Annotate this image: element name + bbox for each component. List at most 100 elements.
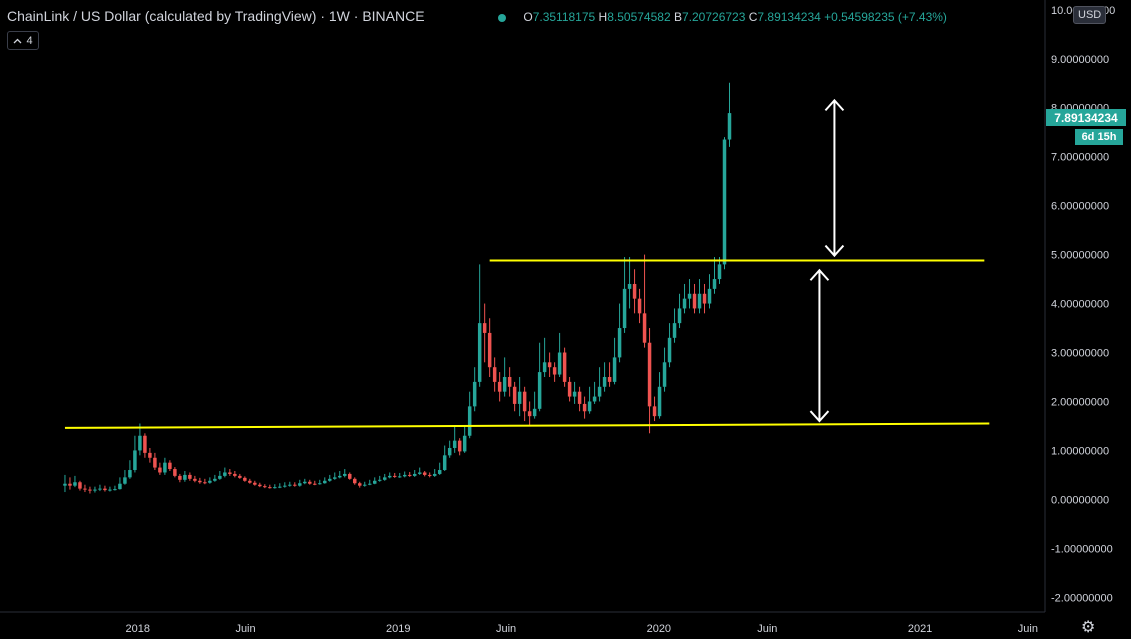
open-value: 7.35118175 [532, 10, 596, 24]
candle-body [517, 391, 522, 404]
close-label: C [748, 10, 758, 24]
candle-body [692, 293, 697, 309]
x-tick-label: 2020 [647, 623, 671, 635]
candle-body [158, 467, 162, 473]
candle-body [647, 342, 652, 407]
plot-area[interactable] [63, 82, 990, 494]
y-tick-label: 7.00000000 [1051, 152, 1109, 164]
candle-body [667, 337, 672, 363]
candle-body [467, 406, 472, 436]
candle-body [547, 362, 552, 368]
candle-body [637, 298, 642, 314]
candle-body [253, 482, 257, 485]
low-label: B [673, 10, 682, 24]
candle-body [268, 487, 272, 489]
candle-body [138, 435, 142, 451]
candle-body [492, 367, 497, 382]
low-value: 7.20726723 [681, 10, 746, 24]
candle-body [672, 323, 677, 338]
candle-body [93, 489, 97, 491]
time-axis[interactable]: 2018 Juin 2019 Juin 2020 Juin 2021 Juin [126, 623, 1038, 635]
candle-body [522, 391, 527, 412]
x-tick-label: Juin [757, 623, 777, 635]
candle-body [607, 376, 612, 382]
candle-body [657, 386, 662, 417]
candle-body [542, 362, 547, 373]
candle-body [358, 483, 362, 486]
candle-countdown-label: 6d 15h [1075, 129, 1123, 145]
candle-body [288, 484, 292, 486]
candle-body [193, 478, 197, 481]
last-price-label: 7.89134234 [1046, 109, 1126, 126]
gear-icon[interactable]: ⚙ [1081, 619, 1096, 636]
y-tick-label: 3.00000000 [1051, 348, 1109, 360]
candle-body [512, 386, 517, 404]
candle-body [392, 475, 397, 477]
candle-body [148, 452, 152, 458]
candle-body [318, 483, 322, 485]
candle-body [83, 488, 87, 490]
candle-body [717, 264, 722, 280]
candle-body [652, 406, 657, 417]
candle-body [208, 480, 212, 483]
candle-body [263, 486, 267, 488]
candle-body [353, 478, 357, 484]
candle-body [123, 477, 127, 484]
arrow-head [809, 410, 830, 423]
candle-body [487, 332, 492, 368]
candle-body [452, 440, 457, 448]
candle-body [188, 474, 192, 479]
candle-body [497, 381, 502, 392]
candle-body [88, 489, 92, 491]
candle-body [203, 482, 207, 484]
candle-body [382, 477, 387, 480]
y-tick-label: -1.00000000 [1051, 543, 1113, 555]
candle-body [298, 483, 302, 486]
collapse-indicators-button[interactable]: 4 [7, 31, 39, 50]
candle-body [537, 372, 542, 409]
measure-arrow [809, 268, 830, 423]
price-axis[interactable]: 10.000000009.000000008.000000007.0000000… [1051, 5, 1115, 605]
y-tick-label: 5.00000000 [1051, 250, 1109, 262]
candle-body [402, 474, 407, 477]
candle-body [407, 474, 412, 476]
symbol-title[interactable]: ChainLink / US Dollar (calculated by Tra… [7, 8, 425, 24]
candle-body [73, 482, 77, 486]
candle-body [173, 469, 177, 476]
candle-body [612, 357, 617, 382]
y-tick-label: -2.00000000 [1051, 592, 1113, 604]
y-tick-label: 2.00000000 [1051, 396, 1109, 408]
currency-button[interactable]: USD [1073, 6, 1107, 24]
candle-body [308, 481, 312, 484]
candle-body [587, 401, 592, 412]
open-label: O [523, 10, 533, 24]
candle-body [442, 455, 447, 471]
candle-body [597, 386, 602, 397]
candle-body [238, 475, 242, 478]
candle-body [567, 381, 572, 397]
candle-body [502, 376, 507, 392]
y-tick-label: 0.00000000 [1051, 494, 1109, 506]
candle-body [417, 472, 422, 474]
candle-body [462, 435, 467, 452]
candle-body [707, 288, 712, 304]
candle-body [168, 462, 172, 470]
candle-body [143, 435, 147, 453]
candle-body [387, 475, 392, 478]
candle-body [323, 480, 327, 484]
x-tick-label: Juin [496, 623, 516, 635]
y-tick-label: 9.00000000 [1051, 54, 1109, 66]
arrow-head [824, 98, 845, 112]
status-dot-icon [498, 13, 506, 22]
x-tick-label: Juin [1018, 623, 1038, 635]
candle-body [482, 323, 487, 333]
high-value: 8.50574582 [607, 10, 671, 24]
candle-body [108, 489, 112, 491]
candle-body [118, 483, 122, 490]
candle-body [198, 480, 202, 483]
x-tick-label: Juin [235, 623, 255, 635]
candle-body [447, 447, 452, 456]
candle-body [303, 481, 307, 484]
candle-body [427, 474, 432, 476]
